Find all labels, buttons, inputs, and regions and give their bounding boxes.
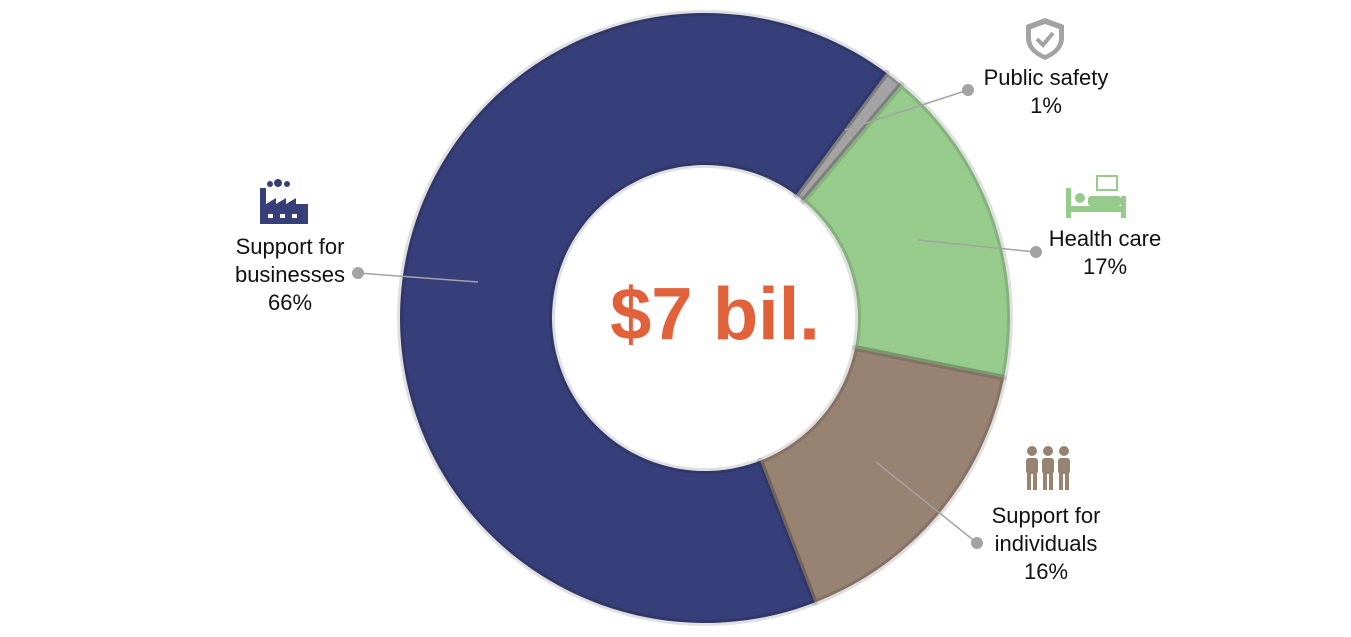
donut-segment xyxy=(757,344,1008,606)
factory-window xyxy=(268,214,273,218)
factory-window xyxy=(280,214,285,218)
value-label: 66% xyxy=(267,290,313,315)
leader-dot xyxy=(971,537,983,549)
bed-body xyxy=(1088,196,1121,206)
leaders xyxy=(352,84,1042,549)
bed-icon xyxy=(1121,196,1126,218)
slice-label: Support for individuals 16% xyxy=(981,502,1111,586)
slice-label: Public safety 1% xyxy=(961,64,1131,120)
factory-smoke xyxy=(284,181,290,187)
category-label: Support for individuals xyxy=(991,503,1101,556)
people-icon xyxy=(1026,446,1070,490)
bed-head xyxy=(1075,193,1085,203)
value-label: 17% xyxy=(1082,254,1128,279)
center-label: $7 bil. xyxy=(610,273,820,356)
leader-line xyxy=(357,272,479,283)
bed-icon xyxy=(1066,188,1071,218)
leader-line xyxy=(844,89,969,131)
leader-dot xyxy=(1030,246,1042,258)
slice-label: Support for businesses 66% xyxy=(225,233,355,317)
factory-smoke xyxy=(274,179,282,187)
value-label: 1% xyxy=(1030,93,1062,118)
donut-segment xyxy=(397,10,890,626)
donut-segment xyxy=(800,81,1013,381)
leader-dot xyxy=(962,84,974,96)
bed-icon xyxy=(1066,206,1126,212)
leader-dot xyxy=(352,267,364,279)
category-label: Health care xyxy=(1048,226,1162,251)
monitor xyxy=(1096,175,1118,191)
segments xyxy=(397,10,1013,626)
leader-line xyxy=(917,239,1037,253)
category-label: Support for businesses xyxy=(234,234,346,287)
leader-line xyxy=(875,461,978,544)
shield-check xyxy=(1035,31,1055,48)
factory-icon xyxy=(260,188,308,224)
slice-label: Health care 17% xyxy=(1030,225,1180,281)
factory-smoke xyxy=(267,181,273,187)
factory-window xyxy=(292,214,297,218)
category-label: Public safety xyxy=(983,65,1109,90)
value-label: 16% xyxy=(1023,559,1069,584)
icons xyxy=(260,18,1126,490)
